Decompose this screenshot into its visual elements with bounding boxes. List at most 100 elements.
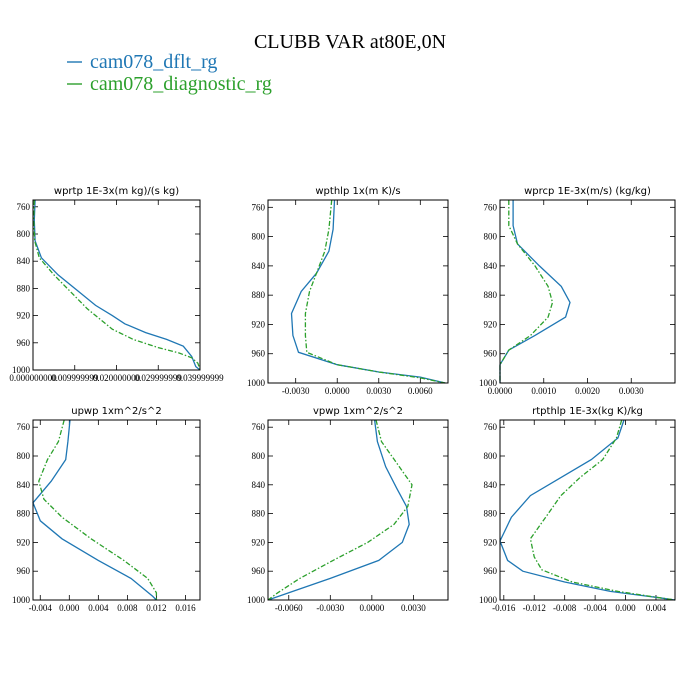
y-tick-label: 1000 [479, 595, 498, 605]
x-tick-label: 0.0030 [401, 603, 426, 613]
plot-frame [32, 419, 201, 601]
x-tick-label: 0.000000000 [9, 373, 57, 383]
series-line-dflt [290, 199, 446, 384]
y-tick-label: 760 [17, 422, 31, 432]
panel-title: rtpthlp 1E-3x(kg K)/kg [532, 406, 643, 417]
y-tick-label: 960 [484, 566, 498, 576]
plot-frame [267, 199, 449, 384]
y-tick-label: 760 [484, 422, 498, 432]
x-tick-label: 0.009999999 [51, 373, 99, 383]
series-line-dflt [32, 419, 157, 601]
y-tick-label: 1000 [12, 595, 31, 605]
y-tick-label: 840 [17, 256, 31, 266]
x-tick-label: 0.020000000 [93, 373, 141, 383]
y-tick-label: 880 [252, 509, 266, 519]
x-tick-label: 0.000 [615, 603, 636, 613]
x-tick-label: 0.004 [646, 603, 667, 613]
x-tick-label: -0.0060 [275, 603, 303, 613]
series-line-diagnostic [267, 419, 413, 601]
y-tick-label: 760 [252, 422, 266, 432]
panel-5: vpwp 1xm^2/s^2 -0.0060 -0.0030 0.0000 0.0030… [247, 406, 449, 613]
x-tick-label: -0.016 [492, 603, 516, 613]
x-tick-label: 0.000 [59, 603, 80, 613]
x-tick-label: 0.0030 [619, 386, 644, 396]
y-tick-label: 1000 [247, 595, 266, 605]
x-tick-label: 0.0000 [359, 603, 384, 613]
legend: cam078_dflt_rg cam078_diagnostic_rg [67, 51, 272, 95]
x-tick-label: 0.008 [117, 603, 138, 613]
x-tick-label: 0.0000 [488, 386, 513, 396]
y-tick-label: 800 [17, 229, 31, 239]
y-tick-label: 760 [17, 202, 31, 212]
x-tick-label: 0.0010 [531, 386, 556, 396]
y-tick-label: 800 [252, 232, 266, 242]
y-tick-label: 880 [484, 290, 498, 300]
y-tick-label: 800 [484, 451, 498, 461]
panel-title: wprcp 1E-3x(m/s) (kg/kg) [524, 186, 651, 197]
y-tick-label: 1000 [12, 365, 31, 375]
x-tick-label: 0.0060 [408, 386, 433, 396]
plot-frame [267, 419, 449, 601]
x-tick-label: 0.0020 [575, 386, 600, 396]
y-tick-label: 880 [17, 509, 31, 519]
panel-title: upwp 1xm^2/s^2 [71, 406, 161, 417]
plot-frame [499, 199, 676, 384]
series-line-dflt [499, 200, 571, 383]
series-line-diagnostic [38, 419, 158, 600]
series-line-dflt [33, 199, 201, 371]
y-tick-label: 920 [484, 319, 498, 329]
y-tick-label: 800 [17, 451, 31, 461]
y-tick-label: 1000 [479, 378, 498, 388]
panel-title: wprtp 1E-3x(m kg)/(s kg) [54, 186, 179, 197]
x-tick-label: -0.0030 [316, 603, 344, 613]
x-tick-label: -0.004 [29, 603, 53, 613]
panel-6: rtpthlp 1E-3x(kg K)/kg -0.016 -0.012 -0.008… [479, 406, 676, 613]
y-tick-label: 880 [252, 290, 266, 300]
y-tick-label: 920 [17, 537, 31, 547]
x-tick-label: 0.0000 [325, 386, 350, 396]
panel-4: upwp 1xm^2/s^2 -0.004 0.000 0.004 0.008 0.012… [12, 406, 201, 613]
plot-frame [499, 419, 676, 601]
x-tick-label: -0.004 [583, 603, 607, 613]
y-tick-label: 840 [484, 480, 498, 490]
y-tick-label: 1000 [247, 378, 266, 388]
figure-title: CLUBB VAR at80E,0N [254, 31, 446, 53]
series-line-diagnostic [33, 199, 201, 371]
panels: wprtp 1E-3x(m kg)/(s kg) 0.0000000000.009… [9, 186, 676, 613]
panel-title: wpthlp 1x(m K)/s [315, 186, 400, 197]
x-tick-label: -0.008 [553, 603, 577, 613]
series-line-diagnostic [304, 199, 446, 384]
y-tick-label: 920 [252, 537, 266, 547]
series-line-diagnostic [529, 419, 676, 601]
x-tick-label: 0.016 [175, 603, 196, 613]
series-line-dflt [499, 419, 676, 601]
y-tick-label: 880 [17, 283, 31, 293]
y-tick-label: 800 [484, 232, 498, 242]
legend-label-diagnostic: cam078_diagnostic_rg [90, 73, 272, 95]
plot-frame [32, 199, 201, 371]
x-tick-label: 0.004 [88, 603, 109, 613]
x-tick-label: 0.029999999 [135, 373, 183, 383]
panel-2: wpthlp 1x(m K)/s -0.0030 0.0000 0.0030 0.006… [247, 186, 449, 396]
x-tick-label: -0.0030 [282, 386, 310, 396]
y-tick-label: 960 [17, 566, 31, 576]
x-tick-label: 0.0030 [366, 386, 391, 396]
panel-1: wprtp 1E-3x(m kg)/(s kg) 0.0000000000.009… [9, 186, 224, 383]
panel-3: wprcp 1E-3x(m/s) (kg/kg) 0.0000 0.0010 0.00… [479, 186, 676, 396]
y-tick-label: 840 [17, 480, 31, 490]
y-tick-label: 920 [252, 319, 266, 329]
y-tick-label: 840 [484, 261, 498, 271]
y-tick-label: 840 [252, 261, 266, 271]
y-tick-label: 960 [484, 349, 498, 359]
x-tick-label: 0.039999999 [176, 373, 224, 383]
y-tick-label: 960 [252, 349, 266, 359]
y-tick-label: 920 [484, 537, 498, 547]
y-tick-label: 960 [252, 566, 266, 576]
legend-label-dflt: cam078_dflt_rg [90, 51, 217, 73]
series-line-diagnostic [499, 200, 554, 383]
series-line-dflt [267, 419, 410, 601]
x-tick-label: -0.012 [523, 603, 546, 613]
y-tick-label: 880 [484, 509, 498, 519]
y-tick-label: 960 [17, 338, 31, 348]
